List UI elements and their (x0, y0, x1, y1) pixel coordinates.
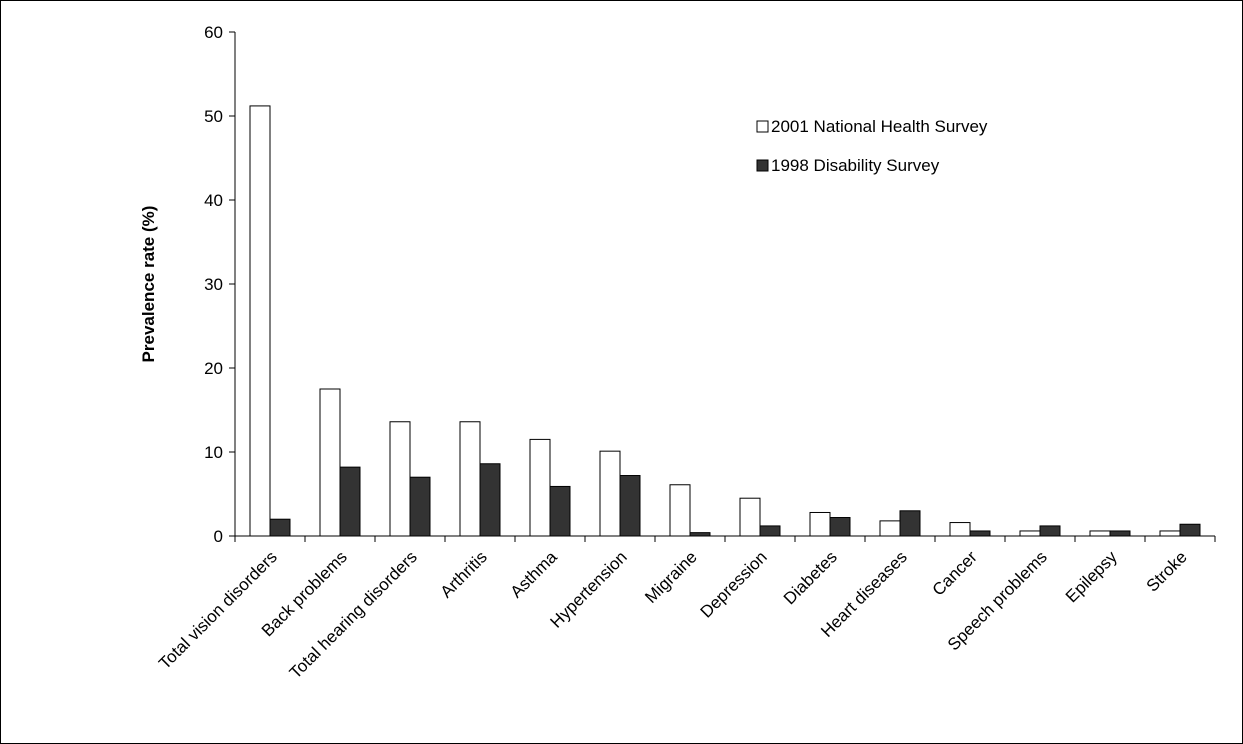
bar-2001-national-health-survey (669, 484, 691, 537)
y-tick-label: 40 (204, 191, 223, 210)
bar-2001-national-health-survey (949, 522, 971, 537)
x-category-label: Depression (697, 547, 771, 621)
x-category-label: Asthma (507, 547, 562, 602)
bar-1998-disability-survey (899, 510, 921, 537)
legend-swatch (756, 120, 769, 133)
legend-label: 2001 National Health Survey (771, 117, 988, 136)
legend-label: 1998 Disability Survey (771, 156, 940, 175)
x-category-label: Arthritis (437, 547, 491, 601)
bar-2001-national-health-survey (459, 421, 481, 537)
bar-1998-disability-survey (1109, 530, 1131, 537)
bar-2001-national-health-survey (319, 388, 341, 537)
bar-2001-national-health-survey (389, 421, 411, 537)
bar-1998-disability-survey (619, 475, 641, 537)
bar-2001-national-health-survey (1159, 530, 1181, 537)
bar-1998-disability-survey (549, 485, 571, 537)
bar-2001-national-health-survey (249, 105, 271, 537)
y-axis: 0 10 20 30 40 50 60 (204, 23, 236, 546)
legend: 2001 National Health Survey 1998 Disabili… (756, 117, 988, 175)
legend-swatch (756, 159, 769, 172)
bar-1998-disability-survey (1039, 525, 1061, 537)
bar-2001-national-health-survey (809, 511, 831, 537)
y-tick-label: 20 (204, 359, 223, 378)
x-category-label: Diabetes (780, 547, 841, 608)
bar-1998-disability-survey (1179, 523, 1201, 537)
x-category-label: Epilepsy (1062, 547, 1121, 606)
bar-2001-national-health-survey (599, 450, 621, 537)
y-tick-label: 30 (204, 275, 223, 294)
bar-1998-disability-survey (479, 463, 501, 537)
y-tick-label: 0 (214, 527, 223, 546)
bar-1998-disability-survey (339, 466, 361, 537)
bar-1998-disability-survey (969, 530, 991, 537)
y-axis-title: Prevalence rate (%) (139, 206, 158, 363)
bar-1998-disability-survey (759, 525, 781, 537)
bar-2001-national-health-survey (739, 497, 761, 537)
bar-2001-national-health-survey (529, 438, 551, 537)
bar-2001-national-health-survey (1019, 530, 1041, 537)
bars (249, 105, 1201, 537)
bar-1998-disability-survey (409, 476, 431, 537)
bar-1998-disability-survey (269, 518, 291, 537)
y-tick-label: 60 (204, 23, 223, 42)
x-category-label: Cancer (929, 547, 981, 599)
bar-2001-national-health-survey (1089, 530, 1111, 537)
bar-1998-disability-survey (689, 532, 711, 537)
x-category-label: Total vision disorders (155, 547, 281, 673)
y-tick-label: 50 (204, 107, 223, 126)
x-category-label: Stroke (1143, 547, 1191, 595)
y-tick-label: 10 (204, 443, 223, 462)
x-category-label: Migraine (641, 547, 701, 607)
bar-1998-disability-survey (829, 517, 851, 537)
bar-2001-national-health-survey (879, 520, 901, 537)
x-category-label: Total hearing disorders (286, 547, 421, 682)
